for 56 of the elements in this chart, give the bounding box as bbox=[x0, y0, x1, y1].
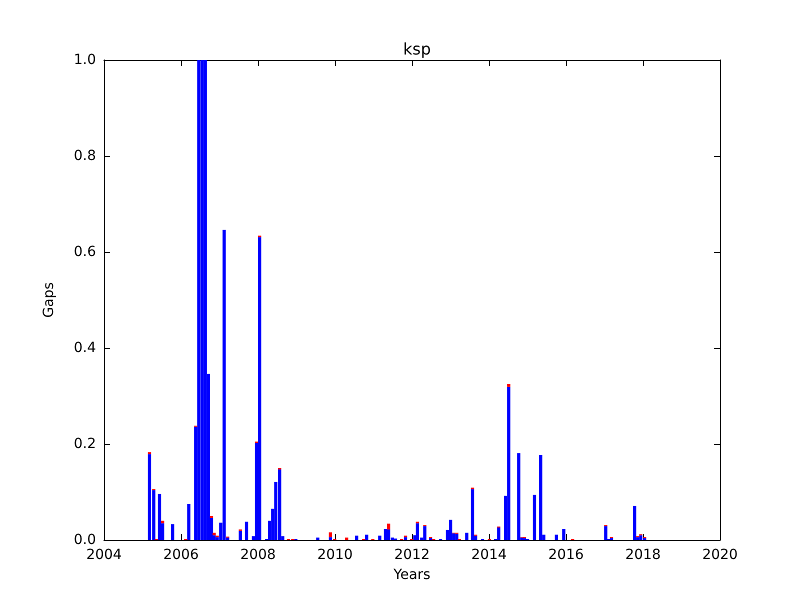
bar bbox=[507, 386, 510, 540]
x-tick-label: 2006 bbox=[163, 547, 199, 563]
y-tick-label: 0.8 bbox=[74, 148, 96, 164]
bar bbox=[455, 534, 458, 540]
bar bbox=[158, 494, 162, 540]
chart-title: ksp bbox=[403, 40, 431, 58]
bar bbox=[632, 506, 636, 540]
bar bbox=[365, 534, 368, 540]
x-tick-label: 2016 bbox=[548, 547, 584, 563]
bar bbox=[562, 528, 566, 540]
bar bbox=[507, 384, 510, 387]
bar bbox=[212, 532, 216, 536]
y-tick-label: 0.6 bbox=[74, 244, 96, 260]
y-tick-label: 0.0 bbox=[74, 532, 96, 548]
bar bbox=[378, 536, 382, 540]
bar bbox=[465, 532, 468, 540]
y-axis-title: Gaps bbox=[41, 282, 57, 318]
bar bbox=[278, 469, 282, 540]
bar bbox=[386, 524, 390, 530]
bar bbox=[448, 520, 452, 540]
bar bbox=[517, 453, 520, 540]
bar bbox=[384, 528, 388, 540]
x-tick-label: 2008 bbox=[240, 547, 276, 563]
bar bbox=[554, 534, 558, 540]
bar bbox=[187, 504, 190, 540]
bar bbox=[170, 524, 174, 540]
bar bbox=[148, 454, 152, 540]
x-tick-label: 2004 bbox=[86, 547, 122, 563]
x-tick-label: 2020 bbox=[702, 547, 738, 563]
bar bbox=[639, 535, 642, 540]
y-tick-label: 1.0 bbox=[74, 52, 96, 68]
x-tick-label: 2012 bbox=[394, 547, 430, 563]
bar bbox=[258, 237, 262, 540]
bar bbox=[204, 60, 207, 540]
bar bbox=[404, 537, 408, 540]
y-tick-label: 0.4 bbox=[74, 340, 96, 356]
x-axis-title: Years bbox=[392, 567, 430, 583]
bar bbox=[604, 526, 608, 540]
y-tick-label: 0.2 bbox=[74, 436, 96, 452]
bar bbox=[200, 60, 204, 540]
bar bbox=[244, 522, 248, 540]
bar bbox=[470, 489, 474, 540]
x-tick-label: 2018 bbox=[625, 547, 661, 563]
bar bbox=[386, 529, 390, 540]
x-tick-label: 2010 bbox=[317, 547, 353, 563]
bar bbox=[197, 60, 200, 540]
bar bbox=[328, 537, 332, 540]
bar bbox=[539, 455, 542, 540]
bar bbox=[423, 526, 426, 540]
bar bbox=[416, 523, 420, 540]
bar bbox=[222, 230, 226, 540]
x-tick-label: 2014 bbox=[471, 547, 507, 563]
bar bbox=[355, 536, 358, 540]
bar bbox=[532, 494, 536, 540]
bar bbox=[497, 528, 500, 540]
bar bbox=[238, 530, 242, 540]
